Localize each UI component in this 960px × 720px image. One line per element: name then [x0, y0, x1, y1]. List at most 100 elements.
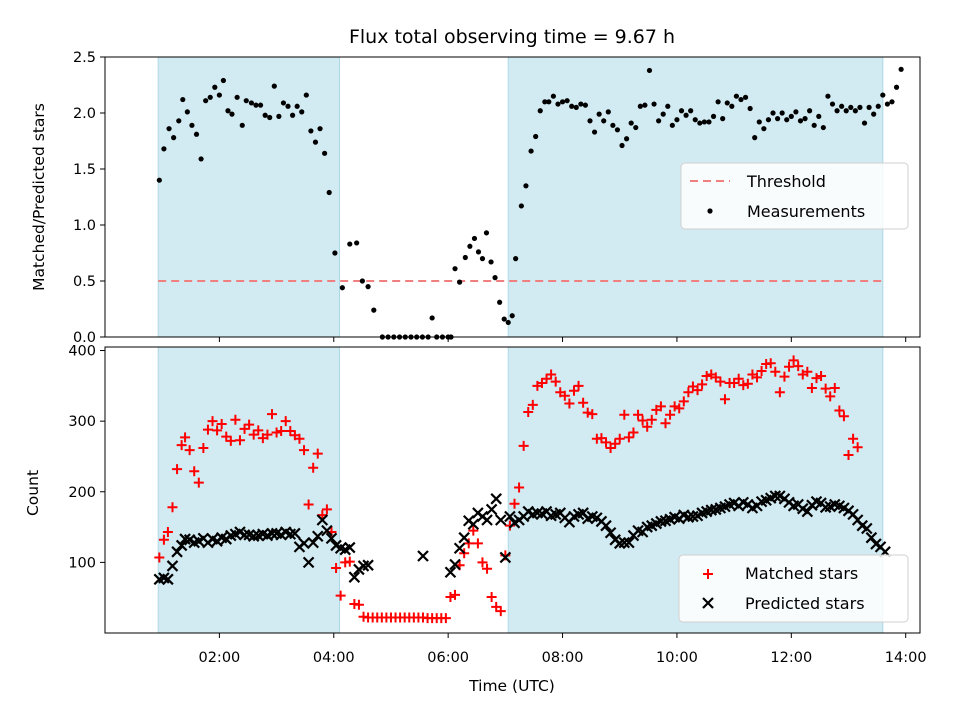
measurement-point [184, 109, 190, 115]
measurement-point [257, 102, 264, 108]
matched-star-point [477, 557, 488, 568]
matched-star-point [331, 563, 342, 574]
measurement-point [624, 136, 630, 142]
measurement-point [198, 156, 204, 162]
matched-star-point [172, 464, 183, 475]
measurement-point [770, 110, 776, 116]
matched-star-point [610, 438, 621, 449]
x-tick-label: 12:00 [770, 650, 812, 666]
matched-star-point [303, 499, 314, 510]
measurement-point [505, 319, 511, 326]
matched-star-point [742, 378, 753, 389]
bottom-y-tick-label: 200 [68, 485, 96, 501]
matched-star-point [176, 440, 187, 451]
predicted-star-point [769, 490, 782, 502]
measurement-point [488, 259, 494, 265]
matched-star-point [614, 433, 625, 444]
measurement-point [829, 101, 836, 107]
measurement-point [216, 92, 222, 98]
legend-box [678, 554, 909, 623]
measurement-point [550, 93, 556, 99]
measurement-point [651, 101, 657, 107]
matched-star-point [770, 366, 781, 377]
x-tick-label: 14:00 [885, 650, 927, 666]
measurement-point [752, 135, 758, 141]
measurement-point [280, 100, 287, 106]
measurement-point [564, 98, 570, 104]
measurement-point [816, 113, 822, 119]
measurement-point [523, 183, 529, 189]
matched-star-point [715, 376, 726, 387]
predicted-star-point [307, 536, 319, 549]
matched-star-point [829, 382, 840, 393]
matched-star-point [843, 450, 854, 461]
measurement-point [591, 129, 598, 135]
measurement-point [765, 117, 772, 123]
matched-star-point [280, 416, 291, 427]
measurement-point [665, 103, 671, 109]
count-panel: 100 200 300 400 02:00 04:00 06:00 08:00 10:00 12:… [68, 344, 926, 666]
matched-star-point [816, 370, 827, 381]
measurement-point [253, 102, 259, 108]
predicted-star-point [481, 514, 493, 526]
measurement-point [322, 150, 328, 156]
predicted-star-point [865, 531, 878, 544]
matched-star-point [665, 409, 676, 420]
measurement-point [866, 104, 872, 110]
measurement-point [601, 118, 607, 124]
measurement-point [871, 111, 877, 117]
matched-star-point [207, 416, 218, 427]
measurement-point [156, 177, 162, 183]
matched-star-point [523, 406, 534, 417]
measurement-point [332, 250, 338, 256]
measurement-point [559, 99, 566, 105]
measurement-point [880, 92, 886, 98]
measurement-point [857, 104, 863, 110]
matched-star-point [683, 387, 694, 398]
matched-star-point [756, 366, 767, 377]
bottom-axes-frame [104, 346, 921, 634]
measurement-point [166, 126, 172, 132]
matched-star-point [504, 520, 515, 531]
matched-star-point [184, 445, 195, 456]
bottom-legend: Matched stars Predicted stars [678, 554, 909, 623]
top-y-tick-label: 0.0 [73, 330, 96, 346]
matched-star-point [299, 445, 310, 456]
matched-star-point [234, 435, 245, 446]
matched-star-point [216, 418, 227, 429]
matched-star-point [578, 397, 589, 408]
matched-star-point [550, 376, 561, 387]
measurement-point [267, 114, 273, 121]
predicted-star-point [458, 531, 470, 544]
x-tick-label: 02:00 [198, 650, 240, 666]
measurement-point [756, 119, 762, 125]
measurement-point [633, 124, 639, 131]
measurement-point [479, 256, 486, 262]
matched-star-point [244, 419, 255, 430]
predicted-star-point [861, 522, 873, 535]
measurement-point [546, 99, 552, 105]
matched-star-point [271, 427, 282, 438]
measurement-point [820, 124, 826, 131]
top-y-tick-label: 1.5 [73, 162, 96, 178]
matched-star-point [262, 429, 273, 440]
predicted-star-point [604, 526, 617, 539]
measurement-point [452, 266, 458, 272]
measurement-point [797, 118, 804, 124]
predicted-star-point [321, 524, 333, 537]
matched-star-point [267, 409, 278, 420]
measurement-point [692, 117, 698, 123]
matched-star-point [806, 382, 817, 393]
predicted-star-point [289, 527, 301, 540]
matched-star-point [811, 373, 822, 384]
measurement-point [688, 108, 694, 114]
matched-star-point [601, 437, 612, 448]
top-axes-frame [104, 56, 921, 338]
matched-star-point [514, 482, 525, 493]
matched-star-point [660, 418, 671, 429]
matched-star-point [154, 552, 165, 563]
measurement-point [533, 133, 539, 140]
matched-star-point [468, 525, 479, 536]
measurement-point [239, 122, 245, 128]
measurement-point [610, 122, 616, 128]
